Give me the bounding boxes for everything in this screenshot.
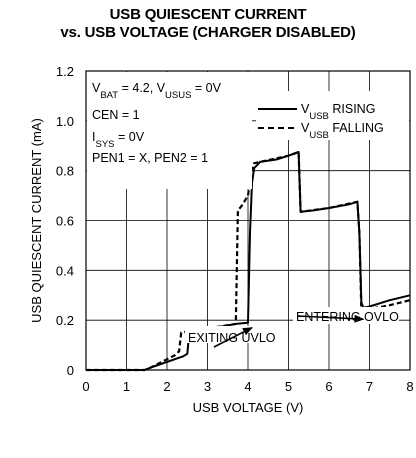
conditions-bg (87, 72, 252, 189)
y-tick-label: 0.2 (56, 313, 74, 328)
conditions-box: VBAT = 4.2, VUSUS = 0V CEN = 1 ISYS = 0VPE… (87, 72, 252, 189)
legend-label: VUSB RISING (301, 102, 375, 122)
plot-frame (85, 70, 411, 371)
y-tick-label: 0.8 (56, 164, 74, 179)
x-tick-label: 3 (204, 379, 211, 394)
y-tick-label: 0 (67, 363, 74, 378)
y-tick-label: 0.4 (56, 263, 74, 278)
annotations: EXITING UVLO ENTERING OVLO (185, 307, 399, 348)
condition-line: CEN = 1 (92, 108, 140, 122)
y-tick-label: 1.2 (56, 64, 74, 79)
annotation-exiting-uvlo: EXITING UVLO (188, 331, 276, 345)
chart-subtitle: vs. USB VOLTAGE (CHARGER DISABLED) (60, 24, 356, 41)
legend-label: VUSB FALLING (301, 121, 384, 141)
series-line-2 (86, 150, 411, 372)
y-tick-label: 0.6 (56, 214, 74, 229)
annotation-bg (293, 307, 399, 324)
series-line-1 (86, 151, 411, 371)
condition-line: PEN1 = X, PEN2 = 1 (92, 151, 208, 165)
condition-line: VBAT = 4.2, VUSUS = 0V (92, 81, 222, 101)
x-tick-label: 1 (123, 379, 130, 394)
x-axis-label: USB VOLTAGE (V) (193, 400, 304, 415)
chart-title: USB QUIESCENT CURRENT (109, 6, 307, 23)
y-axis-label: USB QUIESCENT CURRENT (mA) (29, 118, 44, 323)
legend-bg (256, 91, 409, 140)
x-tick-label: 4 (244, 379, 251, 394)
condition-line: ISYS = 0V (92, 130, 145, 150)
x-tick-label: 7 (366, 379, 373, 394)
x-tick-label: 5 (285, 379, 292, 394)
y-tick-label: 1.0 (56, 114, 74, 129)
x-tick-label: 0 (82, 379, 89, 394)
annotation-entering-ovlo: ENTERING OVLO (296, 310, 399, 324)
x-tick-label: 6 (325, 379, 332, 394)
annotation-arrow (297, 314, 365, 323)
tick-labels: 0 1 2 3 4 5 6 7 8 0 0.2 0.4 0.6 0.8 1.0 1.2 (56, 64, 414, 394)
series-lines (86, 150, 411, 372)
x-tick-label: 8 (406, 379, 413, 394)
x-tick-label: 2 (163, 379, 170, 394)
annotation-arrow (213, 326, 253, 348)
